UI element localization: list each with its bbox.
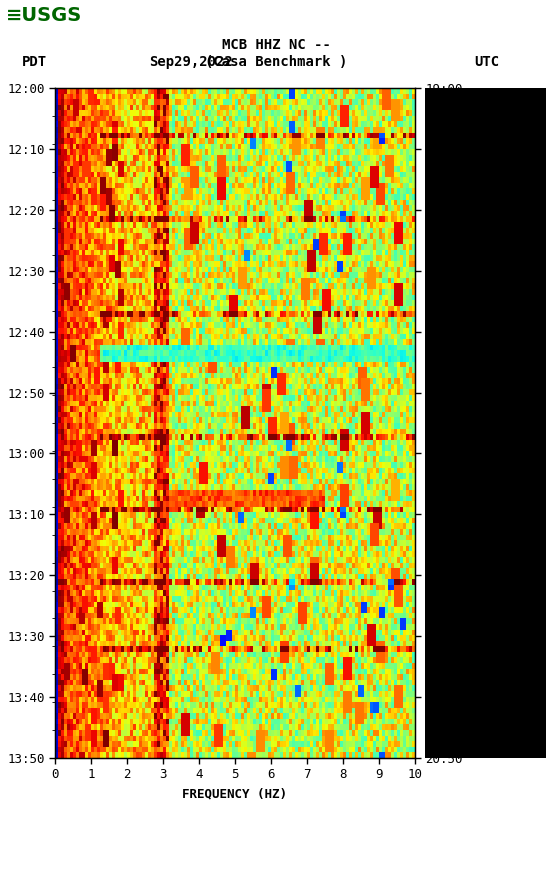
Text: (Casa Benchmark ): (Casa Benchmark ) xyxy=(205,55,347,69)
Text: MCB HHZ NC --: MCB HHZ NC -- xyxy=(221,38,331,52)
Text: PDT: PDT xyxy=(22,55,47,69)
Text: ≡USGS: ≡USGS xyxy=(6,6,82,25)
Text: Sep29,2022: Sep29,2022 xyxy=(149,55,233,69)
Text: UTC: UTC xyxy=(475,55,500,69)
X-axis label: FREQUENCY (HZ): FREQUENCY (HZ) xyxy=(183,787,288,800)
